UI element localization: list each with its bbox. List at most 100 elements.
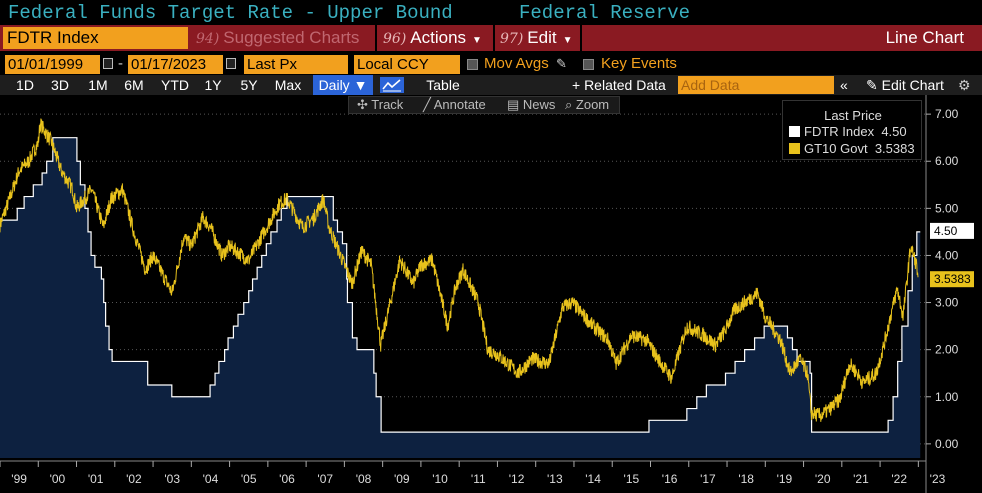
suggested-charts-button[interactable]: 94) Suggested Charts [196,25,359,51]
pencil-icon[interactable]: ✎ [556,56,567,71]
last-value-label: 4.50 [934,224,958,238]
legend-series-name: GT10 Govt [804,141,868,156]
last-value-tag [930,222,974,239]
line-chart-icon[interactable] [380,77,404,93]
price-field-select[interactable]: Last Px [244,55,348,74]
x-tick-label: '07 [317,472,333,486]
caret-down-icon: ▼ [562,35,573,46]
page-title: Federal Funds Target Rate - Upper Bound [8,2,453,24]
zoom-button[interactable]: ⌕ Zoom [565,97,609,113]
gear-icon[interactable]: ⚙ [958,77,971,93]
period-button-max[interactable]: Max [274,77,302,93]
x-tick-label: '17 [700,472,716,486]
legend-swatch [789,143,800,154]
data-source-label: Federal Reserve [519,2,691,24]
x-tick-label: '02 [126,472,142,486]
y-tick-label: 3.00 [935,296,959,310]
fdtr-line[interactable] [0,137,921,433]
gt10-line[interactable] [0,118,919,422]
table-view-button[interactable]: Table [426,77,460,93]
mov-avgs-label[interactable]: Mov Avgs [484,55,549,72]
x-tick-label: '01 [88,472,104,486]
x-tick-label: '09 [394,472,410,486]
end-date-field[interactable]: 01/17/2023 [128,55,223,74]
crosshair-icon: ✣ [357,97,372,112]
x-tick-label: '14 [585,472,601,486]
legend-swatch [789,126,800,137]
news-button[interactable]: ▤ News [507,97,555,113]
suggested-charts-label: Suggested Charts [223,28,360,47]
period-button-3d[interactable]: 3D [51,77,69,93]
x-tick-label: '08 [356,472,372,486]
legend-item-fdtr[interactable]: FDTR Index 4.50 [789,124,907,139]
actions-number: 96) [383,31,407,47]
line-chart[interactable]: 0.00 1.00 2.00 3.00 4.00 5.00 6.00 7.00 4.50 3.53… [0,95,982,493]
x-tick-label: '23 [930,472,946,486]
x-tick-label: '18 [738,472,754,486]
pencil-icon: ✎ [866,77,882,93]
y-tick-label: 4.00 [935,248,959,262]
edit-chart-button[interactable]: ✎ Edit Chart [866,75,944,95]
x-tick-label: '15 [624,472,640,486]
period-button-1d[interactable]: 1D [16,77,34,93]
x-tick-label: '21 [853,472,869,486]
x-tick-label: '05 [241,472,257,486]
add-data-input[interactable] [678,76,834,94]
annotate-button[interactable]: ╱ Annotate [423,97,486,113]
mov-avgs-checkbox[interactable] [467,59,478,70]
collapse-chevron-icon[interactable]: « [840,77,848,93]
calendar-icon[interactable] [103,58,113,69]
last-value-label: 3.5383 [934,272,971,286]
zoom-label: Zoom [575,97,610,112]
x-tick-label: '04 [203,472,219,486]
frequency-select[interactable]: Daily ▼ [313,75,373,95]
track-label: Track [371,97,404,112]
ticker-field[interactable]: FDTR Index [3,27,188,49]
period-button-1m[interactable]: 1M [88,77,108,93]
frequency-label: Daily [318,77,350,93]
legend-item-gt10[interactable]: GT10 Govt 3.5383 [789,141,915,156]
edit-label: Edit [527,28,557,47]
edit-menu-button[interactable]: 97) Edit ▼ [500,25,572,51]
y-tick-label: 6.00 [935,154,959,168]
start-date-field[interactable]: 01/01/1999 [5,55,100,74]
y-tick-label: 1.00 [935,390,959,404]
legend-header: Last Price [824,108,882,123]
last-value-tag [930,271,974,288]
x-tick-label: '20 [815,472,831,486]
y-tick-label: 5.00 [935,201,959,215]
x-tick-label: '11 [471,472,486,486]
annotate-label: Annotate [433,97,486,112]
track-button[interactable]: ✣ Track [357,97,403,113]
chart-type-label[interactable]: Line Chart [885,28,964,47]
period-button-6m[interactable]: 6M [124,77,144,93]
actions-label: Actions [410,28,467,47]
date-range-dash: - [118,55,123,72]
legend-series-value: 4.50 [881,124,907,139]
x-tick-label: '10 [432,472,448,486]
chart-area[interactable]: 0.00 1.00 2.00 3.00 4.00 5.00 6.00 7.00 4.50 3.53… [0,95,982,493]
title-bar: Federal Funds Target Rate - Upper Bound … [0,0,982,25]
y-tick-label: 0.00 [935,437,959,451]
calendar-icon[interactable] [226,58,236,69]
x-tick-label: '16 [662,472,678,486]
key-events-label[interactable]: Key Events [601,55,677,72]
period-button-1y[interactable]: 1Y [204,77,222,93]
divider [493,25,495,51]
period-button-ytd[interactable]: YTD [161,77,189,93]
period-button-5y[interactable]: 5Y [240,77,258,93]
related-data-button[interactable]: + Related Data [572,77,666,93]
chart-toolbar: 1D 3D 1M 6M YTD 1Y 5Y Max Daily ▼ Table + Relat… [0,75,982,95]
actions-menu-button[interactable]: 96) Actions ▼ [383,25,482,51]
magnifier-icon: ⌕ [565,97,576,112]
x-tick-label: '22 [891,472,907,486]
command-bar: FDTR Index 94) Suggested Charts 96) Action… [0,25,982,51]
key-events-checkbox[interactable] [583,59,594,70]
news-label: News [522,97,556,112]
currency-select[interactable]: Local CCY [354,55,460,74]
legend: Last Price FDTR Index 4.50 GT10 Govt 3.5… [782,100,922,160]
date-range-row: 01/01/1999 - 01/17/2023 Last Px Local CC… [0,54,982,76]
x-tick-label: '00 [50,472,66,486]
edit-number: 97) [500,31,524,47]
y-tick-label: 7.00 [935,107,959,121]
